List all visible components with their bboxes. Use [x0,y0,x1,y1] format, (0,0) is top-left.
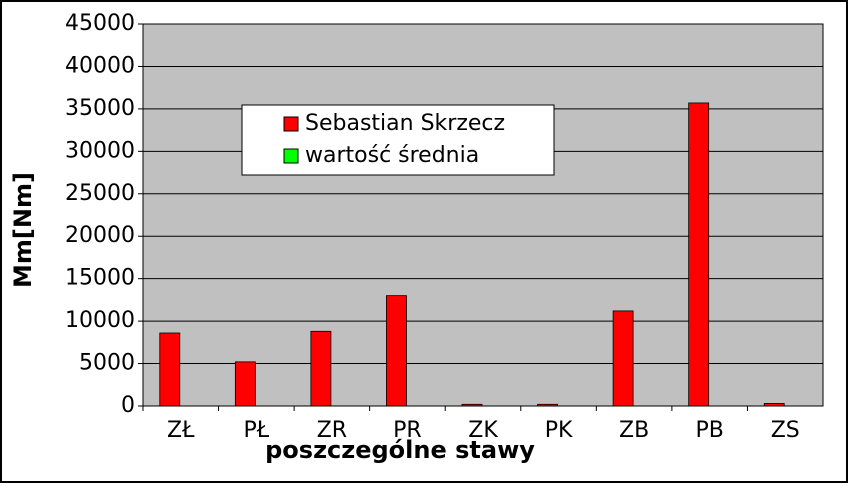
x-tick-label: ZR [317,418,347,443]
y-tick-label: 25000 [65,181,135,206]
y-tick-label: 0 [121,393,135,418]
legend-label: Sebastian Skrzecz [305,111,505,136]
legend-label: wartość średnia [305,143,479,168]
y-tick-label: 5000 [79,351,135,376]
x-tick-label: ZŁ [167,418,195,443]
bar [310,330,332,407]
y-tick-label: 45000 [65,11,135,36]
x-tick-label: PŁ [244,418,270,443]
legend-swatch [283,148,299,164]
x-tick-label: PK [545,418,573,443]
bar [461,403,483,407]
y-tick-label: 40000 [65,53,135,78]
bar [386,295,407,407]
y-tick-label: 20000 [65,223,135,248]
bar [763,403,785,407]
bar [234,361,256,407]
x-tick-label: PB [695,418,723,443]
y-tick-label: 35000 [65,96,135,121]
legend-swatch [283,116,299,132]
x-tick-label: ZS [771,418,800,443]
bar [612,310,634,407]
x-tick-label: PR [393,418,422,443]
bar [537,403,558,407]
bar [688,102,710,407]
y-tick-label: 10000 [65,308,135,333]
x-axis-title: poszczególne stawy [265,436,535,464]
plot-area [142,23,824,407]
x-tick-label: ZK [468,418,498,443]
y-tick-label: 15000 [65,266,135,291]
x-tick-label: ZB [619,418,649,443]
y-axis-title: Mm[Nm] [9,172,37,288]
bar [159,332,181,407]
y-tick-label: 30000 [65,138,135,163]
